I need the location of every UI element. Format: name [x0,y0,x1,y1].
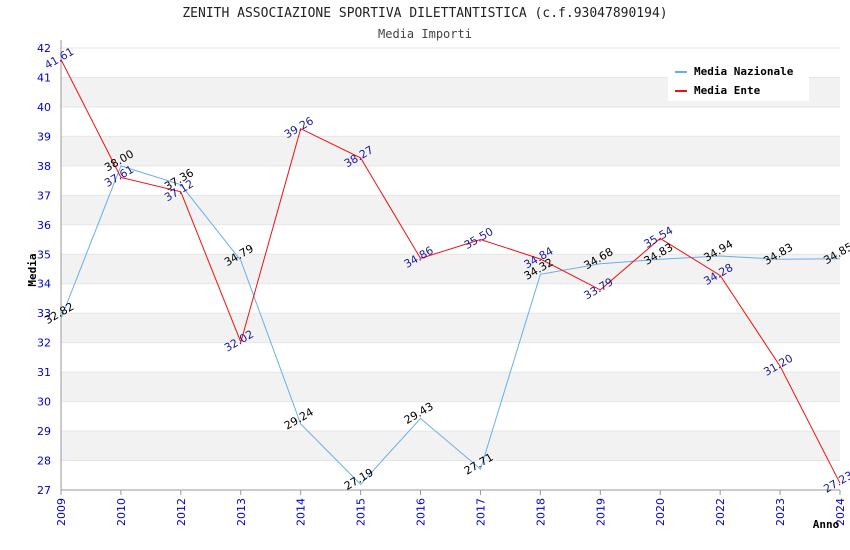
chart-subtitle: Media Importi [378,27,472,41]
legend-entry: Media Ente [694,84,761,97]
x-tick-label: 2020 [654,498,667,526]
y-tick-label: 42 [37,42,51,55]
y-tick-label: 31 [37,366,51,379]
grid-band [61,283,840,314]
chart-title: ZENITH ASSOCIAZIONE SPORTIVA DILETTANTIS… [182,6,668,21]
y-tick-label: 37 [37,189,51,202]
x-axis-label: Anno [813,518,840,531]
y-tick-label: 35 [37,248,51,261]
y-tick-label: 28 [37,455,51,468]
grid-band [61,372,840,402]
y-tick-label: 39 [37,130,51,143]
grid-bands [61,47,840,491]
y-tick-label: 38 [37,160,51,173]
y-tick-label: 40 [37,101,51,114]
y-tick-label: 36 [37,219,51,232]
y-tick-label: 34 [37,278,51,291]
grid-band [61,313,840,343]
axes [60,40,840,491]
y-tick-label: 32 [37,337,51,350]
grid-band [61,431,840,461]
x-tick-label: 2013 [235,498,248,526]
y-tick-label: 29 [37,425,51,438]
grid-band [61,195,840,225]
legend-entry: Media Nazionale [694,65,794,78]
y-tick-label: 41 [37,71,51,84]
x-tick-label: 2009 [55,498,68,526]
grid-band [61,460,840,490]
y-tick-label: 33 [37,307,51,320]
y-tick-label: 30 [37,396,51,409]
x-tick-label: 2017 [474,498,487,526]
grid-band [61,136,840,166]
grid-band [61,106,840,137]
x-tick-label: 2014 [295,498,308,526]
series-line-media-ente [60,59,841,484]
x-tick-label: 2015 [355,498,368,526]
x-tick-label: 2023 [774,498,787,526]
x-tick-label: 2019 [594,498,607,526]
grid-band [61,342,840,373]
x-tick-label: 2018 [534,498,547,526]
x-tick-label: 2022 [714,498,727,526]
x-tick-label: 2010 [115,498,128,526]
grid-band [61,165,840,196]
y-tick-label: 27 [37,484,51,497]
x-tick-label: 2024 [834,498,847,526]
legend: Media Nazionale Media Ente [668,58,809,101]
x-tick-label: 2012 [175,498,188,526]
legend-box [668,58,809,101]
y-axis-ticks: 27 28 29 30 31 32 33 34 35 36 37 38 39 40 41 42 [37,42,51,497]
grid-band [61,401,840,432]
y-axis-label: Media [26,253,39,286]
x-tick-label: 2016 [415,498,428,526]
x-axis-ticks: 2009 2010 2012 2013 2014 2015 2016 2017 2018 2019… [55,490,847,526]
series-line-media-nazionale [60,165,841,486]
series-lines [60,59,841,486]
